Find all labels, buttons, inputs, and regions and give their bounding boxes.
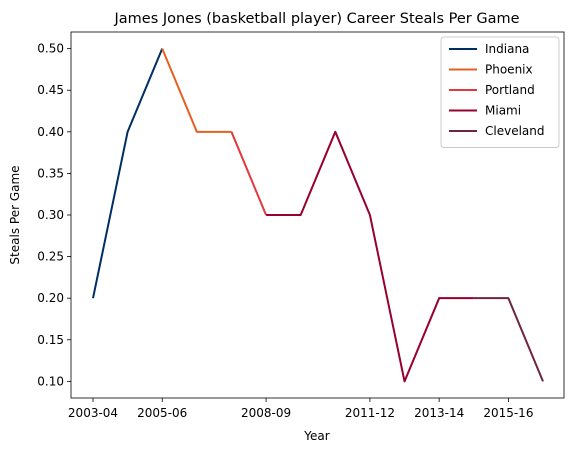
legend-label: Phoenix — [485, 63, 533, 77]
x-tick-label: 2015-16 — [483, 406, 533, 420]
legend-label: Indiana — [485, 42, 529, 56]
series-layer — [92, 48, 544, 383]
legend-label: Cleveland — [485, 124, 545, 138]
y-tick-label: 0.45 — [37, 83, 64, 97]
legend-label: Portland — [485, 83, 535, 97]
y-tick-label: 0.15 — [37, 333, 64, 347]
y-tick-label: 0.50 — [37, 42, 64, 56]
y-tick-label: 0.25 — [37, 250, 64, 264]
x-tick-label: 2005-06 — [137, 406, 187, 420]
y-tick-label: 0.20 — [37, 291, 64, 305]
legend-box — [440, 36, 560, 148]
x-tick-label: 2013-14 — [414, 406, 464, 420]
legend-label: Miami — [485, 104, 521, 118]
series-line-cleveland — [473, 297, 544, 382]
x-axis-title: Year — [303, 429, 329, 443]
x-tick-label: 2008-09 — [241, 406, 291, 420]
series-line-miami — [266, 130, 474, 383]
x-tick-label: 2003-04 — [68, 406, 118, 420]
x-axis: 2003-04 2005-06 2008-09 2011-12 2013-14 2015-… — [68, 398, 533, 420]
chart-title: James Jones (basketball player) Career S… — [113, 11, 519, 27]
legend: Indiana Phoenix Portland Miami Cleveland — [440, 36, 560, 148]
y-axis-title: Steals Per Game — [8, 165, 22, 264]
y-axis: 0.10 0.15 0.20 0.25 0.30 0.35 0.40 0.45 0.50 — [37, 42, 71, 388]
series-line-phoenix — [161, 48, 232, 133]
series-line-portland — [230, 131, 268, 216]
series-line-indiana — [92, 48, 164, 299]
x-tick-label: 2011-12 — [345, 406, 395, 420]
y-tick-label: 0.30 — [37, 208, 64, 222]
y-tick-label: 0.35 — [37, 166, 64, 180]
y-tick-label: 0.10 — [37, 374, 64, 388]
y-tick-label: 0.40 — [37, 125, 64, 139]
